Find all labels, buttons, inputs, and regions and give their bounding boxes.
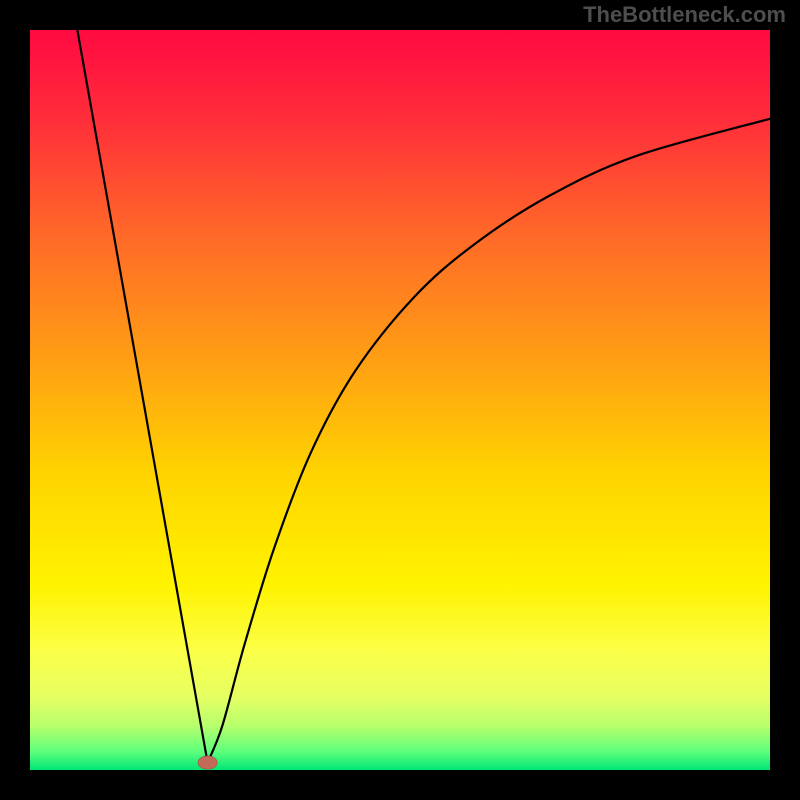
chart-container: TheBottleneck.com [0,0,800,800]
optimal-marker [198,756,217,769]
plot-area [30,30,770,770]
watermark-text: TheBottleneck.com [583,2,786,28]
chart-svg [0,0,800,800]
